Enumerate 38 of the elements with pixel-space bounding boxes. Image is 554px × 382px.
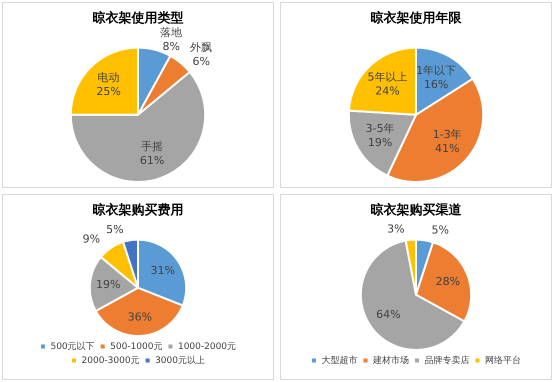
legend-label: 3000元以上 <box>155 354 205 366</box>
slice-label: 手摇 <box>141 140 164 153</box>
data-label: 5% <box>106 223 124 236</box>
legend-label: 建材市场 <box>372 354 409 366</box>
data-label: 6% <box>192 55 210 68</box>
chart-title: 晾衣架购买费用 <box>92 202 184 218</box>
data-label: 16% <box>424 78 448 92</box>
legend-label: 500-1000元 <box>110 340 162 352</box>
data-label: 64% <box>376 308 401 321</box>
data-label: 3% <box>387 222 405 236</box>
legend-label: 2000-3000元 <box>82 354 140 366</box>
data-label: 9% <box>82 232 100 246</box>
data-label: 19% <box>96 278 120 291</box>
legend-label: 1000-2000元 <box>178 340 236 352</box>
slice-label: 落地 <box>160 26 182 39</box>
slice-label: 外飘 <box>190 41 212 54</box>
data-label: 28% <box>436 275 460 288</box>
chart-title: 晾衣架使用年限 <box>370 10 462 26</box>
slice-label: 5年以上 <box>367 70 408 84</box>
legend-label: 500元以下 <box>50 340 95 352</box>
data-label: 8% <box>162 40 180 53</box>
data-label: 24% <box>375 84 400 98</box>
data-label: 25% <box>96 85 121 98</box>
data-label: 19% <box>368 136 392 149</box>
slice-label: 电动 <box>98 71 120 84</box>
legend-label: 网络平台 <box>485 354 521 366</box>
legend-label: 大型超市 <box>322 354 358 366</box>
data-label: 61% <box>140 154 164 167</box>
legend-label: 品牌专卖店 <box>424 354 470 366</box>
data-label: 31% <box>150 264 175 277</box>
data-label: 41% <box>435 142 460 156</box>
chart-title: 晾衣架购买渠道 <box>370 202 462 218</box>
data-label: 5% <box>431 223 449 236</box>
slice-label: 1-3年 <box>432 128 462 142</box>
data-label: 36% <box>128 310 152 324</box>
slice-label: 1年以下 <box>416 64 456 78</box>
slice-label: 3-5年 <box>366 122 395 135</box>
chart-title: 晾衣架使用类型 <box>92 10 184 26</box>
